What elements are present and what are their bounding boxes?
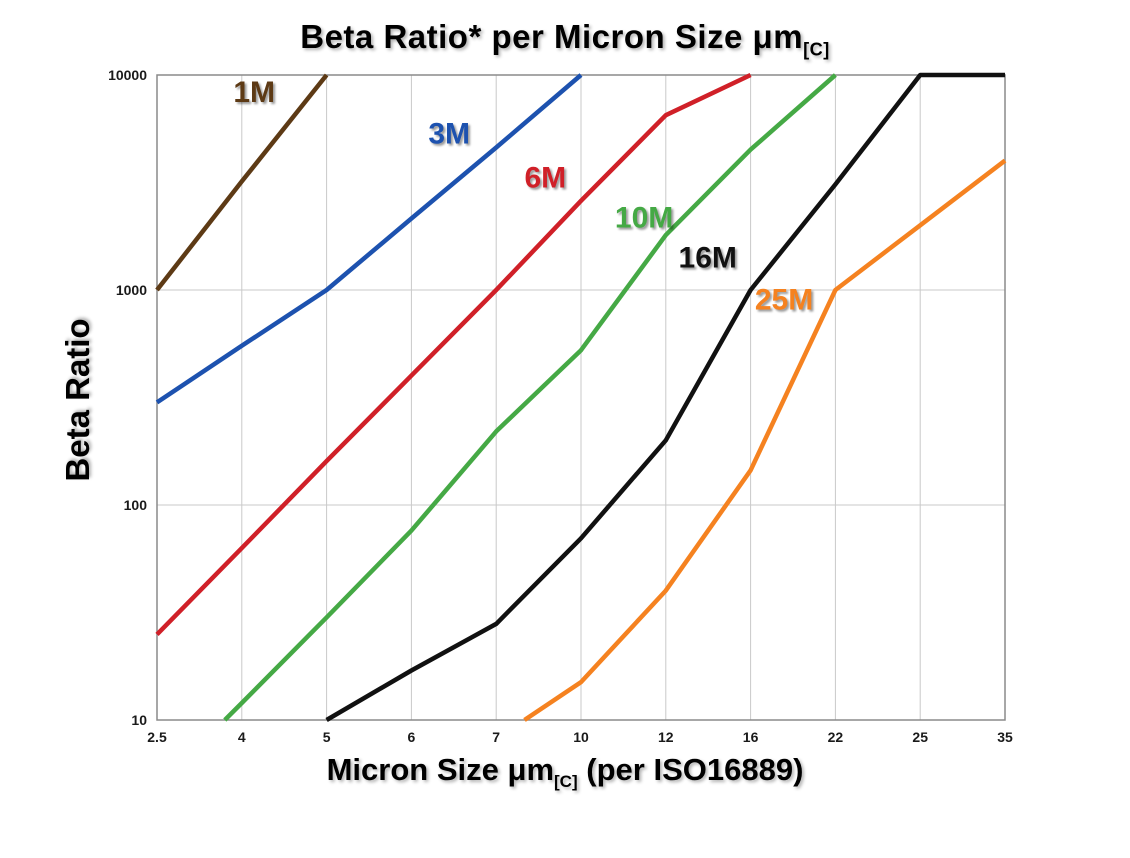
series-label-3M: 3M xyxy=(428,118,470,151)
y-tick-label: 10000 xyxy=(108,67,147,83)
x-tick-label: 16 xyxy=(743,729,759,745)
x-tick-label: 2.5 xyxy=(147,729,167,745)
x-axis-label-text: Micron Size μm xyxy=(326,752,555,787)
y-tick-label: 10 xyxy=(131,712,147,728)
x-tick-label: 10 xyxy=(573,729,589,745)
x-tick-label: 25 xyxy=(912,729,928,745)
series-label-10M: 10M xyxy=(615,202,673,235)
series-label-16M: 16M xyxy=(679,242,737,275)
series-label-6M: 6M xyxy=(524,161,566,194)
y-tick-label: 1000 xyxy=(116,282,147,298)
x-tick-label: 4 xyxy=(238,729,246,745)
series-line-1M xyxy=(155,73,329,292)
series-label-25M: 25M xyxy=(755,284,813,317)
y-tick-label: 100 xyxy=(124,497,148,513)
series-line-6M xyxy=(155,72,752,636)
x-tick-label: 35 xyxy=(997,729,1013,745)
series-line-16M xyxy=(325,72,1005,722)
series-line-25M xyxy=(523,158,1007,722)
chart-title: Beta Ratio* per Micron Size μm[C] xyxy=(0,18,1130,61)
x-axis-label-rest: (per ISO16889) xyxy=(577,752,804,787)
x-tick-label: 6 xyxy=(408,729,416,745)
x-tick-label: 7 xyxy=(492,729,500,745)
series-line-10M xyxy=(223,73,837,722)
x-tick-label: 22 xyxy=(828,729,844,745)
x-axis-label: Micron Size μm[C] (per ISO16889) xyxy=(0,752,1130,792)
x-axis-label-subscript: [C] xyxy=(554,772,578,792)
x-tick-label: 5 xyxy=(323,729,331,745)
chart-title-subscript: [C] xyxy=(803,39,830,60)
x-tick-label: 12 xyxy=(658,729,674,745)
chart-title-text: Beta Ratio* per Micron Size μm xyxy=(300,18,804,55)
series-label-1M: 1M xyxy=(233,76,275,109)
series-line-3M xyxy=(155,73,583,405)
